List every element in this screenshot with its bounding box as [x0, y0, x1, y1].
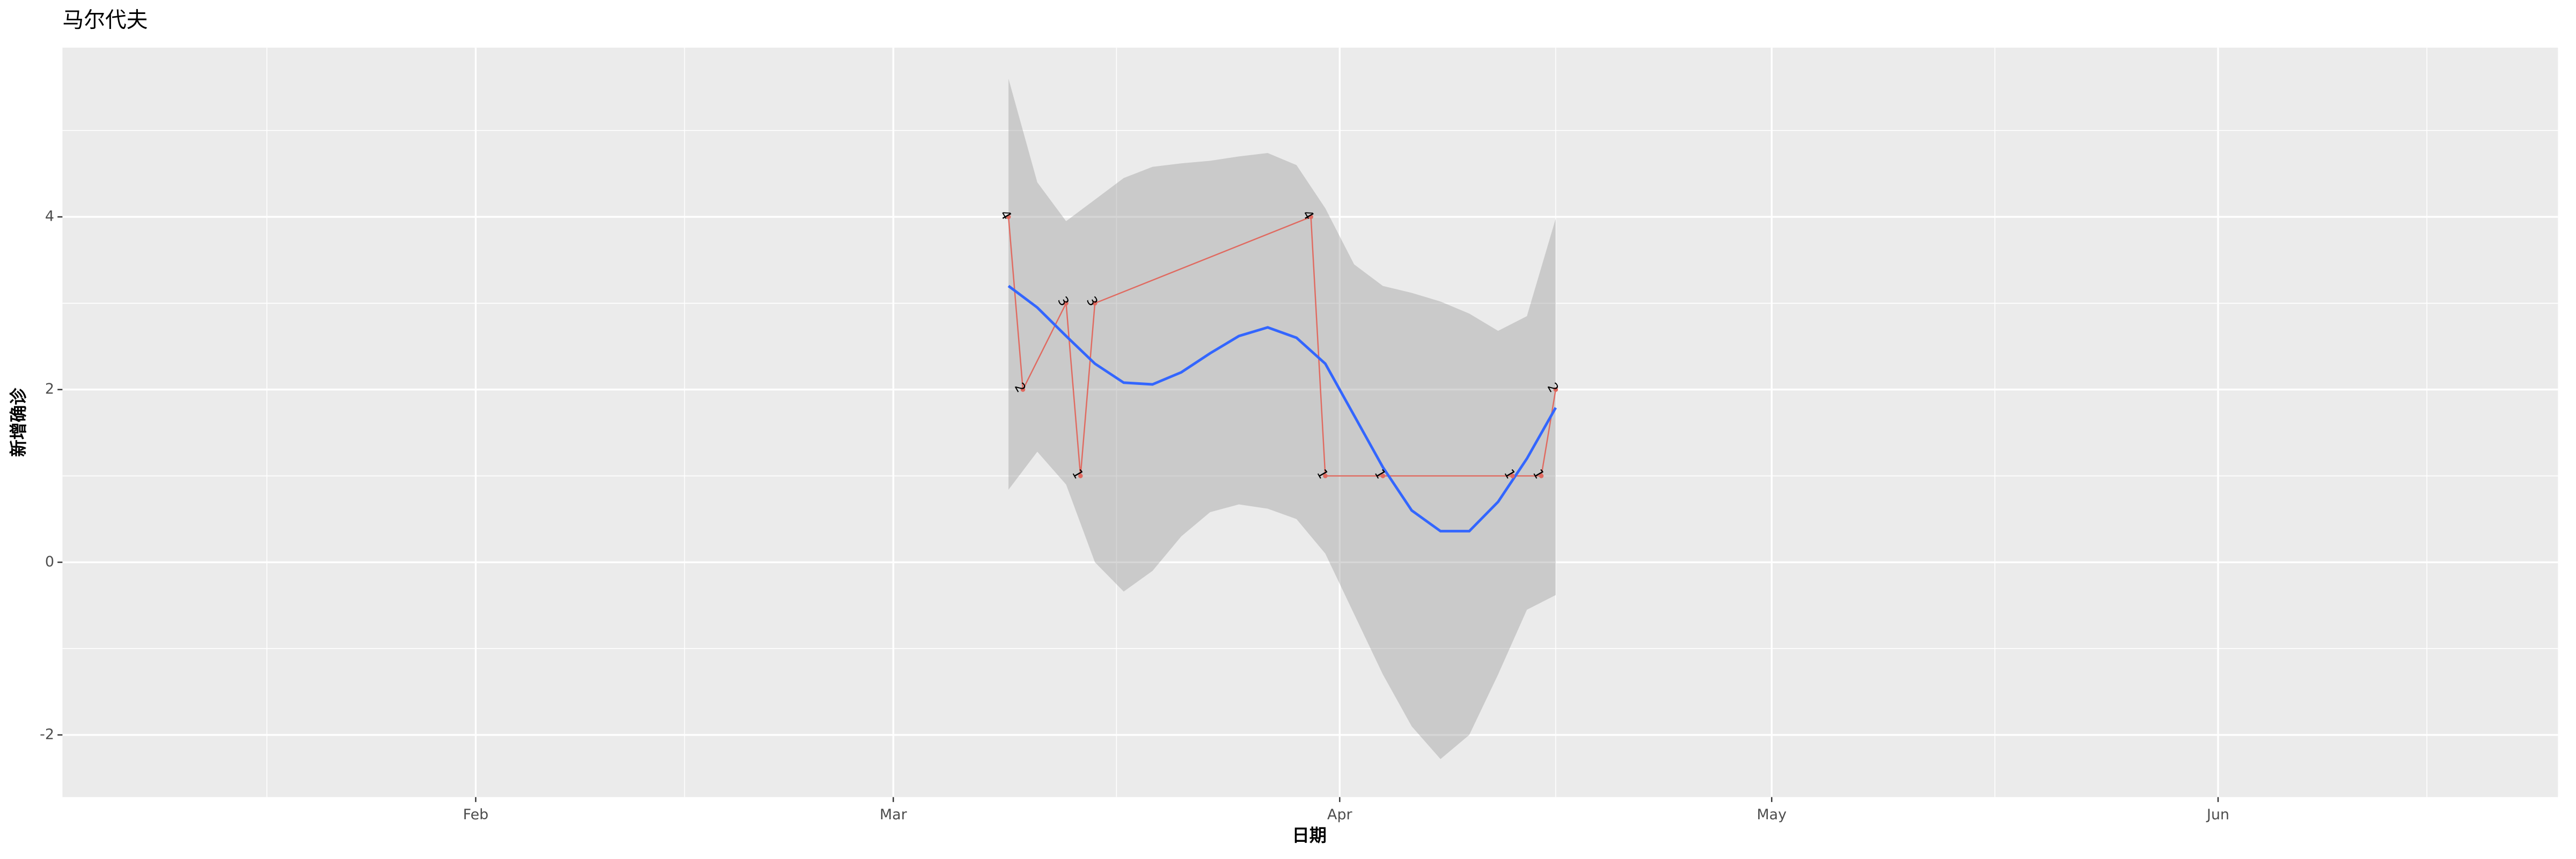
data-point [1078, 474, 1083, 478]
x-tick-label: May [1757, 806, 1787, 823]
x-tick-label: Feb [463, 806, 489, 823]
x-axis-title: 日期 [1292, 825, 1327, 846]
plot-panel [62, 47, 2558, 797]
x-tick-label: Jun [2206, 806, 2229, 823]
smooth-line [1007, 285, 1557, 533]
data-point [1092, 301, 1097, 306]
y-tick-label: -2 [40, 726, 54, 742]
data-point [1510, 474, 1515, 478]
data-point [1553, 387, 1558, 392]
y-axis-title: 新增确诊 [9, 388, 29, 457]
data-point [1539, 474, 1544, 478]
confidence-band [1008, 78, 1556, 759]
data-point [1006, 214, 1011, 220]
data-point [1323, 474, 1328, 478]
data-point [1380, 474, 1386, 478]
y-tick-label: 4 [45, 208, 54, 224]
x-tick-label: Apr [1327, 806, 1353, 823]
x-tick-label: Mar [880, 806, 908, 823]
data-point [1308, 214, 1313, 220]
data-point [1020, 387, 1026, 392]
y-tick-label: 0 [45, 554, 54, 570]
y-tick-label: 2 [45, 381, 54, 397]
chart-title: 马尔代夫 [62, 8, 148, 32]
data-point [1064, 301, 1069, 306]
